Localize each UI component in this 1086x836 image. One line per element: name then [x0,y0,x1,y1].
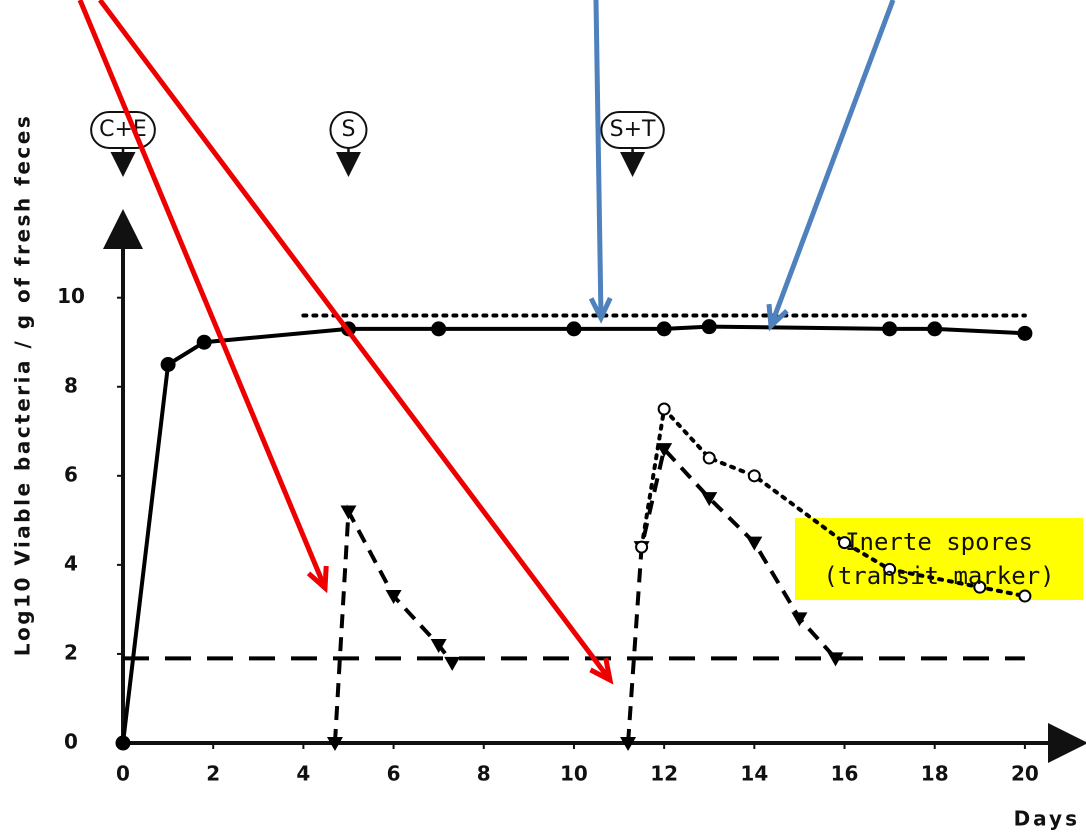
point [160,356,176,372]
pointer-arrowhead [589,657,614,685]
pointer-arrowhead [588,296,613,324]
x-tick-label: 2 [206,762,220,786]
point [791,612,808,627]
x-tick-label: 4 [296,762,310,786]
point [340,505,357,520]
y-tick-label: 6 [64,462,78,486]
point [883,562,897,576]
point [973,580,987,594]
point [701,492,718,507]
note-box [795,518,1083,600]
point [635,540,649,554]
point [431,321,447,337]
x-tick-label: 10 [560,762,588,786]
x-tick-label: 18 [921,762,949,786]
point [1018,589,1032,603]
y-tick-label: 2 [64,640,78,664]
x-tick-label: 14 [740,762,768,786]
point [444,656,461,671]
pointer-arrow [77,0,328,589]
point [702,451,716,465]
y-tick-label: 0 [64,730,78,754]
y-tick-label: 4 [64,551,78,575]
point [747,469,761,483]
note-text: Inerte spores [845,528,1033,556]
x-tick-label: 16 [831,762,859,786]
point [326,737,343,751]
x-tick-label: 20 [1011,762,1039,786]
point [746,536,763,551]
x-tick-label: 6 [387,762,401,786]
pointer-arrow [593,0,604,319]
x-axis-label: Days [1014,807,1080,831]
point [656,321,672,337]
series-line [639,404,1027,599]
x-tick-label: 0 [116,762,130,786]
series-line [332,504,454,744]
pointer-arrow [768,0,896,327]
note-text: (transit marker) [823,562,1054,590]
point [656,443,673,458]
point [430,639,447,654]
y-tick-label: 8 [64,373,78,397]
point [701,319,717,335]
point [115,735,131,751]
point [838,536,852,550]
point [196,334,212,350]
event-label: S [341,117,355,142]
point [1017,325,1033,341]
point [620,737,637,751]
pointer-arrowhead [306,565,329,594]
pointer-arrow [98,0,612,682]
event-label: S+T [610,117,656,142]
y-tick-label: 10 [57,284,85,308]
point [657,402,671,416]
y-axis-label: Log10 Viable bacteria / g of fresh feces [11,114,35,657]
point [882,321,898,337]
x-tick-label: 8 [477,762,491,786]
point [827,652,844,667]
pointer-arrowhead [766,303,789,332]
point [927,321,943,337]
x-tick-label: 12 [650,762,678,786]
point [566,321,582,337]
point [385,590,402,605]
